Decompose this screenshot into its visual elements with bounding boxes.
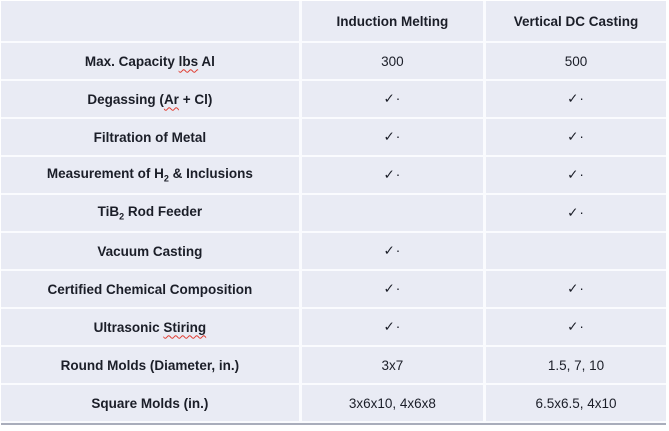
checkmark-cell: ✓·: [482, 156, 666, 195]
checkmark-cell: ✓·: [298, 156, 485, 195]
label-text: Measurement of H: [46, 166, 164, 182]
row-label: Certified Chemical Composition: [1, 270, 301, 309]
table-row: TiB2 Rod Feeder ✓·: [1, 194, 666, 233]
label-text: + Cl): [178, 91, 213, 107]
header-cell-blank: [1, 1, 301, 43]
value-cell: [298, 194, 485, 233]
checkmark-cell: ✓·: [482, 308, 666, 347]
value-cell: 300: [298, 42, 485, 81]
row-label: Filtration of Metal: [1, 118, 301, 157]
table-row: Filtration of Metal ✓· ✓·: [1, 118, 666, 157]
table-row: Round Molds (Diameter, in.) 3x7 1.5, 7, …: [1, 346, 666, 385]
checkmark-cell: ✓·: [298, 270, 485, 309]
table-row: Square Molds (in.) 3x6x10, 4x6x8 6.5x6.5…: [1, 384, 666, 423]
row-label: Max. Capacity lbs Al: [1, 42, 301, 81]
label-text: TiB: [97, 204, 120, 220]
checkmark-cell: ✓·: [482, 194, 666, 233]
row-label: Measurement of H2 & Inclusions: [1, 156, 301, 195]
table-row: Degassing (Ar + Cl) ✓· ✓·: [1, 80, 666, 119]
label-text: Ultrasonic: [93, 319, 164, 335]
value-cell: 500: [482, 42, 666, 81]
table-row: Ultrasonic Stiring ✓· ✓·: [1, 308, 666, 347]
checkmark-cell: ✓·: [298, 80, 485, 119]
misspelled-word: lbs: [178, 53, 199, 69]
row-label: Degassing (Ar + Cl): [1, 80, 301, 119]
misspelled-word: Stiring: [163, 319, 207, 335]
table-row: Certified Chemical Composition ✓· ✓·: [1, 270, 666, 309]
checkmark-cell: ✓·: [298, 308, 485, 347]
row-label: Round Molds (Diameter, in.): [1, 346, 301, 385]
value-cell: 3x6x10, 4x6x8: [298, 384, 485, 423]
label-text: Certified Chemical Composition: [47, 281, 253, 297]
row-label: TiB2 Rod Feeder: [1, 194, 301, 233]
comparison-table-container: Induction Melting Vertical DC Casting Ma…: [1, 1, 666, 425]
label-text: Max. Capacity: [84, 53, 179, 69]
label-text: Square Molds (in.): [91, 395, 209, 411]
label-text: Filtration of Metal: [93, 129, 207, 145]
label-text: Rod Feeder: [124, 204, 203, 220]
table-row: Max. Capacity lbs Al 300 500: [1, 42, 666, 81]
row-label: Square Molds (in.): [1, 384, 301, 423]
checkmark-cell: ✓·: [482, 270, 666, 309]
header-cell-vertical-dc-casting: Vertical DC Casting: [482, 1, 666, 43]
header-row: Induction Melting Vertical DC Casting: [1, 1, 666, 43]
checkmark-cell: ✓·: [482, 80, 666, 119]
checkmark-cell: ✓·: [298, 232, 485, 271]
label-text: & Inclusions: [168, 166, 253, 182]
value-cell: 3x7: [298, 346, 485, 385]
header-cell-induction-melting: Induction Melting: [298, 1, 485, 43]
row-label: Ultrasonic Stiring: [1, 308, 301, 347]
table-row: Vacuum Casting ✓·: [1, 232, 666, 271]
subscript: 2: [163, 173, 169, 184]
label-text: Vacuum Casting: [97, 243, 203, 259]
checkmark-cell: ✓·: [298, 118, 485, 157]
table-body: Max. Capacity lbs Al 300 500 Degassing (…: [1, 42, 666, 423]
label-text: Degassing (: [87, 91, 164, 107]
value-cell: 1.5, 7, 10: [482, 346, 666, 385]
value-cell: 6.5x6.5, 4x10: [482, 384, 666, 423]
misspelled-word: Ar: [163, 91, 179, 107]
row-label: Vacuum Casting: [1, 232, 301, 271]
melting-casting-comparison-table: Induction Melting Vertical DC Casting Ma…: [1, 1, 666, 423]
subscript: 2: [119, 211, 125, 222]
value-cell: [482, 232, 666, 271]
label-text: Round Molds (Diameter, in.): [60, 357, 240, 373]
table-row: Measurement of H2 & Inclusions ✓· ✓·: [1, 156, 666, 195]
label-text: Al: [198, 53, 215, 69]
checkmark-cell: ✓·: [482, 118, 666, 157]
